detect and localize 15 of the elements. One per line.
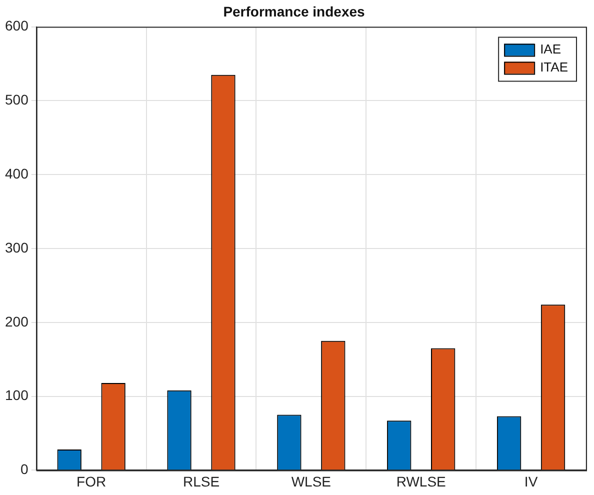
x-tick-label: FOR: [76, 473, 106, 490]
legend-label: IAE: [540, 41, 562, 56]
chart-title: Performance indexes: [223, 3, 366, 20]
y-tick-label: 0: [20, 461, 29, 478]
x-tick-label: RLSE: [182, 473, 220, 490]
y-tick-label: 600: [5, 18, 29, 34]
y-tick-label: 300: [5, 239, 29, 256]
x-tick-label: IV: [524, 473, 538, 490]
y-tick-label: 400: [5, 165, 29, 182]
y-tick-label: 500: [5, 92, 29, 108]
y-tick-label: 100: [5, 387, 29, 404]
y-tick-label: 200: [5, 313, 29, 330]
x-tick-label: WLSE: [291, 473, 332, 490]
x-tick-label: RWLSE: [396, 473, 446, 490]
legend-label: ITAE: [540, 59, 568, 74]
